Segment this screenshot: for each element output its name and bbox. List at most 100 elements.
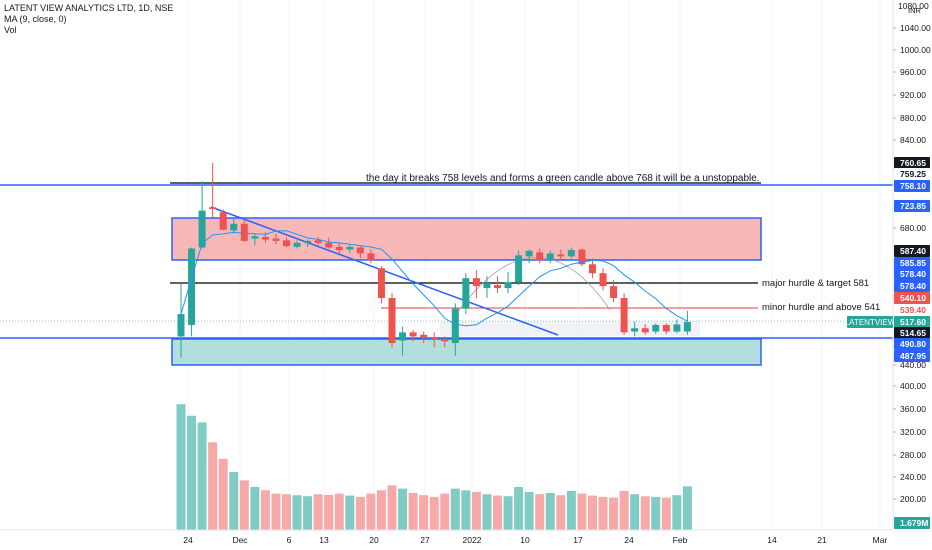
candle-body — [219, 212, 227, 230]
price-label: 540.10 — [900, 293, 926, 303]
candle-body — [198, 210, 206, 248]
price-label-bg — [894, 268, 930, 280]
volume-layer — [176, 404, 692, 530]
candle-body — [662, 324, 670, 332]
price-label-bg — [894, 327, 930, 339]
candle-body — [261, 236, 269, 240]
volume-bar — [493, 495, 502, 530]
price-tick-label: 1080.00 — [898, 1, 929, 11]
volume-bar — [313, 494, 323, 530]
volume-bar — [661, 497, 671, 530]
candle-body — [230, 223, 238, 231]
price-label: 760.65 — [900, 158, 926, 168]
price-label-bg — [894, 180, 930, 192]
price-label: 578.40 — [900, 269, 926, 279]
volume-bar — [482, 494, 492, 530]
volume-bar — [292, 495, 302, 530]
volume-bar — [440, 493, 450, 530]
price-label: 759.25 — [900, 169, 926, 179]
annotations-layer: the day it breaks 758 levels and forms a… — [366, 173, 880, 313]
price-label: 587.40 — [900, 246, 926, 256]
price-label: 487.95 — [900, 351, 926, 361]
volume-bar — [229, 472, 239, 530]
volume-bar — [535, 494, 545, 530]
price-label: 490.80 — [900, 339, 926, 349]
price-tick-label: 840.00 — [900, 135, 926, 145]
price-label: 578.40 — [900, 281, 926, 291]
volume-bar — [282, 494, 291, 530]
volume-bar — [503, 496, 513, 530]
volume-bar — [609, 497, 619, 530]
price-tick-label: 240.00 — [900, 472, 926, 482]
time-tick-label: 21 — [817, 535, 827, 545]
candle-body — [610, 286, 618, 298]
candle-body — [209, 207, 217, 209]
candle-body — [367, 253, 375, 261]
candle-body — [567, 250, 575, 257]
time-tick-label: 27 — [420, 535, 430, 545]
candle-body — [377, 268, 385, 298]
price-tick-label: 400.00 — [900, 381, 926, 391]
candle-body — [240, 223, 248, 241]
currency-label: INR — [908, 6, 922, 15]
candle-body — [631, 328, 639, 332]
volume-bar — [545, 492, 555, 530]
annotation-minor-hurdle: minor hurdle and above 541 — [762, 302, 880, 313]
price-label-bg — [894, 350, 930, 362]
volume-bar — [587, 495, 597, 530]
price-tick-label: 360.00 — [900, 404, 926, 414]
symbol-badge-label: LATENTVIEW — [845, 318, 896, 327]
price-label-bg — [894, 168, 930, 180]
price-label-bg — [894, 517, 930, 529]
price-label: 723.85 — [900, 201, 926, 211]
time-axis: 24 Dec 6 13 20 27 2022 10 17 24 Feb 14 21 Mar — [0, 529, 893, 545]
price-tick-label: 880.00 — [900, 113, 926, 123]
volume-bar — [398, 488, 408, 530]
ma-line — [180, 230, 688, 327]
volume-bar — [324, 494, 334, 530]
price-label-bg — [894, 316, 930, 328]
candle-body — [546, 253, 554, 261]
time-tick-label: 24 — [624, 535, 634, 545]
price-label-bg — [894, 280, 930, 292]
candle-body — [451, 308, 459, 344]
volume-bar — [429, 496, 439, 530]
ma-indicator-label[interactable]: MA (9, close, 0) — [4, 14, 67, 24]
time-tick-label: 17 — [573, 535, 583, 545]
volume-indicator-label[interactable]: Vol — [4, 25, 17, 35]
volume-bar — [514, 486, 524, 530]
volume-bar — [640, 496, 650, 530]
candles-layer — [177, 163, 691, 358]
ma-layer — [180, 230, 688, 327]
candle-body — [652, 324, 660, 332]
price-label-bg — [894, 200, 930, 212]
resistance-zone — [171, 217, 762, 261]
candle-body — [346, 246, 354, 250]
candle-body — [420, 334, 428, 339]
time-tick-label: Feb — [673, 535, 688, 545]
candle-body — [293, 242, 301, 247]
price-tick-label: 320.00 — [900, 427, 926, 437]
price-tick-label: 280.00 — [900, 450, 926, 460]
volume-bar — [197, 422, 207, 530]
time-tick-label: Dec — [232, 535, 248, 545]
candle-body — [430, 338, 438, 340]
candle-body — [409, 332, 417, 337]
time-tick-label: 13 — [319, 535, 329, 545]
candle-body — [283, 240, 290, 247]
annotation-breakout: the day it breaks 758 levels and forms a… — [366, 173, 760, 184]
volume-bar — [250, 486, 260, 530]
price-label-bg — [894, 292, 930, 304]
volume-bar — [630, 494, 640, 530]
price-tick-label: 1040.00 — [900, 23, 931, 33]
candle-body — [188, 248, 196, 325]
price-label-bg — [894, 157, 930, 169]
volume-bar — [387, 485, 397, 530]
volume-bar — [566, 490, 576, 530]
volume-bar — [651, 496, 661, 530]
volume-bar — [303, 496, 313, 530]
price-label-bg — [894, 338, 930, 350]
volume-bar — [334, 493, 344, 530]
